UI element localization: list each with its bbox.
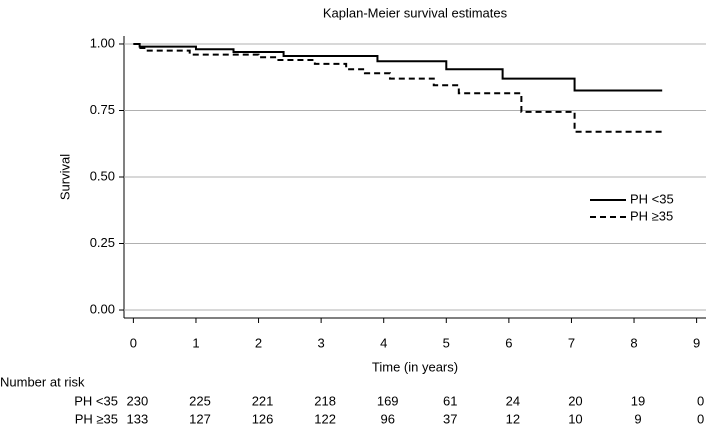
risk-count: 19: [631, 393, 645, 408]
risk-count: 61: [443, 393, 457, 408]
risk-count: 0: [697, 411, 704, 426]
risk-count: 230: [127, 393, 149, 408]
risk-count: 96: [380, 411, 394, 426]
risk-count: 24: [506, 393, 520, 408]
chart-title: Kaplan-Meier survival estimates: [323, 5, 508, 20]
risk-count: 127: [189, 411, 211, 426]
legend-label: PH <35: [630, 191, 674, 206]
x-tick-label: 2: [255, 335, 262, 350]
risk-count: 37: [443, 411, 457, 426]
risk-count: 169: [377, 393, 399, 408]
x-tick-label: 8: [630, 335, 637, 350]
x-tick-label: 5: [443, 335, 450, 350]
y-tick-label: 0.75: [90, 102, 115, 117]
x-tick-label: 3: [318, 335, 325, 350]
risk-count: 20: [568, 393, 582, 408]
risk-count: 10: [568, 411, 582, 426]
x-tick-label: 0: [130, 335, 137, 350]
x-tick-label: 7: [568, 335, 575, 350]
y-tick-label: 1.00: [90, 35, 115, 50]
risk-count: 221: [252, 393, 274, 408]
survival-curve: [133, 42, 663, 133]
y-tick-label: 0.25: [90, 235, 115, 250]
x-tick-label: 9: [693, 335, 700, 350]
x-tick-label: 6: [505, 335, 512, 350]
risk-count: 9: [634, 411, 641, 426]
risk-table-title: Number at risk: [0, 374, 85, 389]
risk-row-label: PH ≥35: [75, 411, 118, 426]
risk-count: 225: [189, 393, 211, 408]
legend-label: PH ≥35: [630, 208, 673, 223]
risk-count: 133: [127, 411, 149, 426]
risk-count: 126: [252, 411, 274, 426]
risk-count: 122: [314, 411, 336, 426]
risk-count: 218: [314, 393, 336, 408]
y-tick-label: 0.00: [90, 301, 115, 316]
x-tick-label: 4: [380, 335, 387, 350]
risk-count: 0: [697, 393, 704, 408]
y-tick-label: 0.50: [90, 168, 115, 183]
risk-row-label: PH <35: [74, 393, 118, 408]
survival-curve: [133, 42, 663, 92]
y-axis-label: Survival: [57, 154, 72, 200]
x-tick-label: 1: [192, 335, 199, 350]
risk-count: 12: [506, 411, 520, 426]
x-axis-label: Time (in years): [372, 359, 458, 374]
